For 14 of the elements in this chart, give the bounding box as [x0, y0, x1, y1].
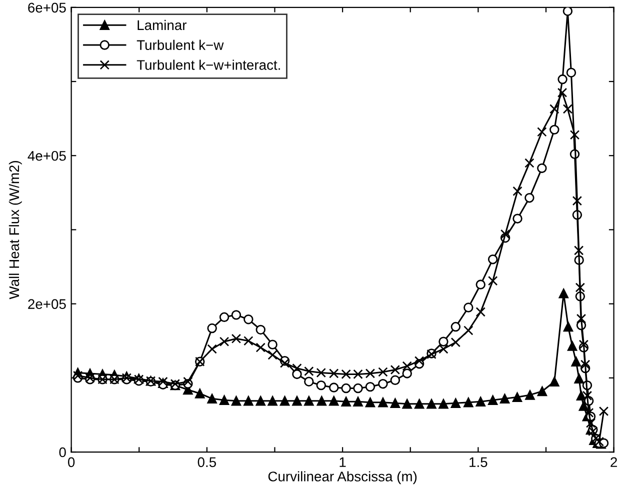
legend-label: Turbulent k−w	[136, 40, 224, 50]
y-tick-label: 6e+05	[28, 2, 66, 13]
x-tick-label: 1.5	[470, 457, 488, 468]
x-tick-label: 0.5	[198, 457, 216, 468]
y-tick-label: 2e+05	[28, 299, 66, 309]
legend-label: Laminar	[138, 20, 187, 30]
x-tick-label: 1	[340, 457, 346, 467]
y-tick-label: 0	[59, 447, 66, 458]
legend-label: Turbulent k−w+interact.	[136, 60, 280, 70]
y-tick-label: 4e+05	[28, 150, 66, 161]
x-tick-label: 0	[68, 457, 75, 468]
x-tick-label: 2	[610, 457, 617, 467]
y-axis-title: Wall Heat Flux (W/m2)	[8, 160, 22, 300]
x-axis-title: Curvilinear Abscissa (m)	[268, 471, 417, 484]
